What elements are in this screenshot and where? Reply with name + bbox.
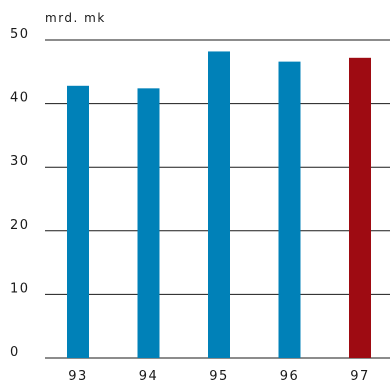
bars <box>67 51 371 359</box>
y-axis-unit-label: mrd. mk <box>45 11 106 25</box>
bar-95 <box>208 51 230 358</box>
y-tick-label: 20 <box>10 218 30 233</box>
y-tick-label: 50 <box>10 27 30 42</box>
y-tick-labels: 0 10 20 30 40 50 <box>10 27 30 360</box>
bar-96 <box>278 61 301 359</box>
bar-93 <box>67 85 89 359</box>
x-tick-label: 95 <box>209 369 229 384</box>
y-tick-label: 30 <box>10 154 30 169</box>
bar-94 <box>137 88 160 358</box>
y-tick-label: 0 <box>10 345 20 360</box>
y-tick-label: 40 <box>10 91 30 106</box>
x-tick-label: 93 <box>68 369 88 384</box>
bar-97 <box>349 57 371 359</box>
y-tick-label: 10 <box>10 281 30 296</box>
x-tick-label: 97 <box>350 369 370 384</box>
x-tick-labels: 93 94 95 96 97 <box>68 369 370 384</box>
x-tick-label: 96 <box>280 369 300 384</box>
x-tick-label: 94 <box>139 369 159 384</box>
